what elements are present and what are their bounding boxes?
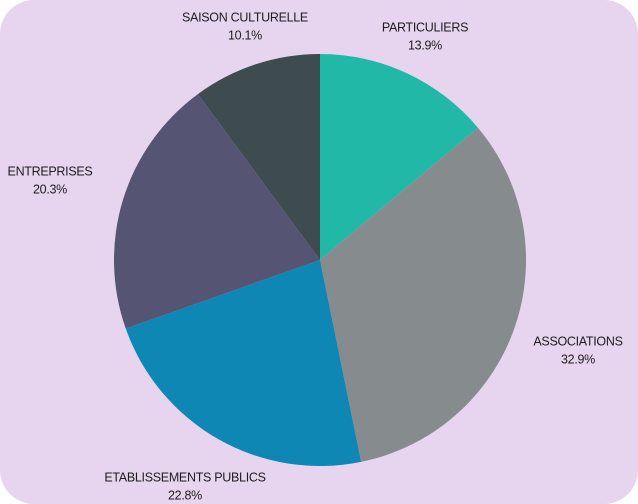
slice-value-label: 22.8% — [168, 488, 202, 502]
pie-slice — [125, 260, 362, 466]
slice-value-label: 32.9% — [561, 352, 595, 366]
pie-slice — [197, 54, 320, 260]
pie-slice — [114, 94, 321, 329]
slice-label: SAISON CULTURELLE — [182, 10, 308, 24]
slice-value-label: 10.1% — [228, 28, 262, 42]
slice-label: ETABLISSEMENTS PUBLICS — [104, 470, 265, 484]
pie-slice — [320, 127, 526, 462]
slice-value-label: 13.9% — [408, 38, 442, 52]
slice-label: ENTREPRISES — [8, 164, 93, 178]
slice-label: PARTICULIERS — [382, 20, 468, 34]
pie-slice — [320, 54, 478, 260]
slice-value-label: 20.3% — [33, 182, 67, 196]
slice-label: ASSOCIATIONS — [533, 334, 622, 348]
